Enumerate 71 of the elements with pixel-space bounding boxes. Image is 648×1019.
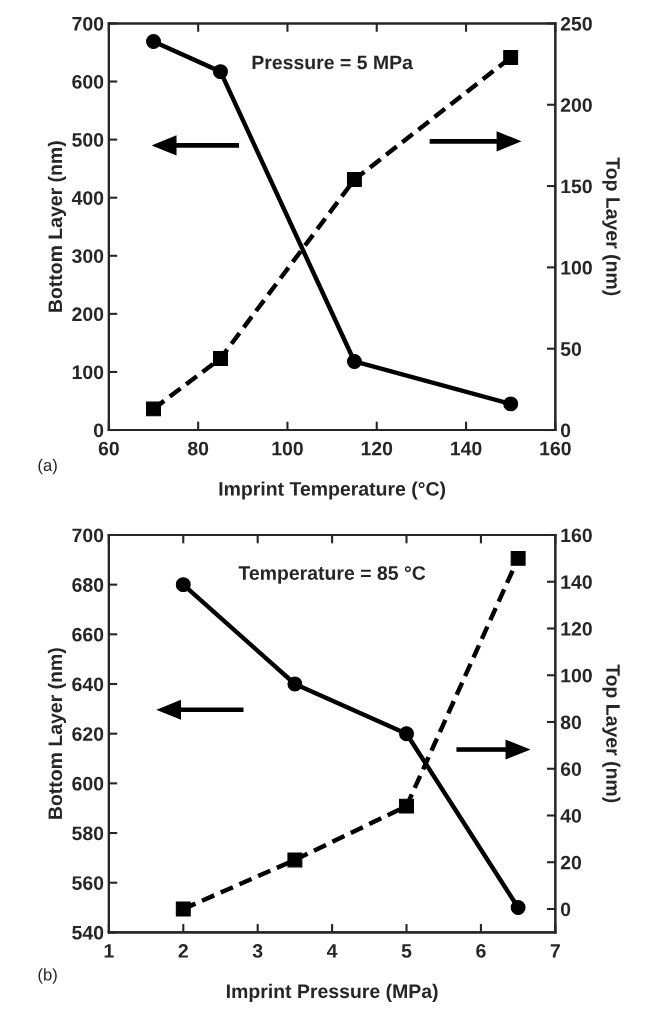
y-tick-label: 500 [72, 133, 104, 147]
x-tick-label: 60 [98, 441, 119, 456]
x-tick-label: 7 [550, 944, 560, 958]
point [287, 852, 303, 868]
text: (b) [38, 968, 57, 984]
y-tick-label: 0 [93, 423, 104, 438]
y-tick-label: 640 [72, 677, 104, 692]
y2-tick-label: 60 [560, 762, 582, 776]
y-tick-label: 300 [72, 249, 104, 264]
annotation: Pressure = 5 MPa [252, 55, 414, 70]
y-tick-label: 600 [72, 776, 104, 791]
y2-axis-title: Top Layer (nm) [602, 664, 621, 803]
point [503, 50, 519, 66]
x-tick-label: 120 [361, 441, 393, 456]
y2-tick-label: 40 [560, 808, 582, 823]
x-tick-label: 80 [187, 441, 209, 456]
x-tick-label: 5 [401, 944, 412, 958]
y2-tick-label: 160 [561, 528, 592, 543]
y-tick-label: 600 [72, 74, 104, 89]
x-axis-title: Imprint Temperature (°C) [219, 481, 446, 500]
annotation: Temperature = 85 °C [238, 566, 426, 584]
point [346, 354, 362, 369]
x-tick-label: 140 [451, 441, 482, 456]
y2-tick-label: 0 [560, 902, 571, 917]
point [510, 900, 526, 916]
x-tick-label: 160 [540, 441, 571, 456]
x-tick-label: 3 [252, 944, 263, 958]
y2-tick-label: 0 [560, 423, 571, 438]
point [175, 901, 191, 917]
y2-axis-title: Top Layer (nm) [602, 157, 621, 296]
point [146, 33, 161, 49]
point [399, 726, 414, 742]
point [510, 550, 526, 566]
y-tick-label: 100 [72, 365, 104, 380]
point [175, 577, 191, 593]
y2-tick-label: 250 [560, 16, 592, 31]
y2-tick-label: 80 [560, 715, 582, 730]
y-tick-label: 700 [72, 16, 104, 31]
point [213, 64, 228, 80]
point [146, 401, 161, 417]
y-tick-label: 400 [71, 191, 104, 205]
point [399, 798, 414, 814]
x-tick-label: 6 [476, 944, 486, 958]
x-tick-label: 1 [104, 944, 114, 958]
y2-tick-label: 100 [561, 260, 592, 275]
y2-tick-label: 150 [561, 179, 592, 194]
x-tick-label: 4 [326, 944, 338, 958]
x-axis-title: Imprint Pressure (MPa) [226, 983, 438, 1002]
y-tick-label: 560 [72, 876, 104, 890]
y-tick-label: 700 [72, 528, 104, 543]
text: (a) [38, 458, 57, 475]
y2-tick-label: 120 [561, 621, 592, 636]
y-tick-label: 200 [72, 307, 104, 322]
y2-tick-label: 50 [560, 342, 582, 356]
y-tick-label: 540 [72, 925, 104, 940]
y-axis-title: Bottom Layer (nm) [47, 141, 67, 312]
y-tick-label: 680 [72, 578, 104, 592]
x-tick-label: 2 [178, 944, 188, 958]
point [346, 172, 362, 188]
point [503, 396, 519, 412]
point [287, 676, 303, 692]
y-tick-label: 620 [72, 727, 104, 741]
y-tick-label: 580 [72, 826, 104, 841]
y2-tick-label: 140 [561, 575, 592, 589]
point [213, 351, 228, 366]
y-axis-title: Bottom Layer (nm) [47, 648, 67, 819]
y-tick-label: 660 [72, 627, 104, 642]
y2-tick-label: 100 [561, 668, 592, 683]
y2-tick-label: 200 [560, 98, 592, 112]
x-tick-label: 100 [272, 441, 303, 456]
y2-tick-label: 20 [560, 855, 582, 870]
